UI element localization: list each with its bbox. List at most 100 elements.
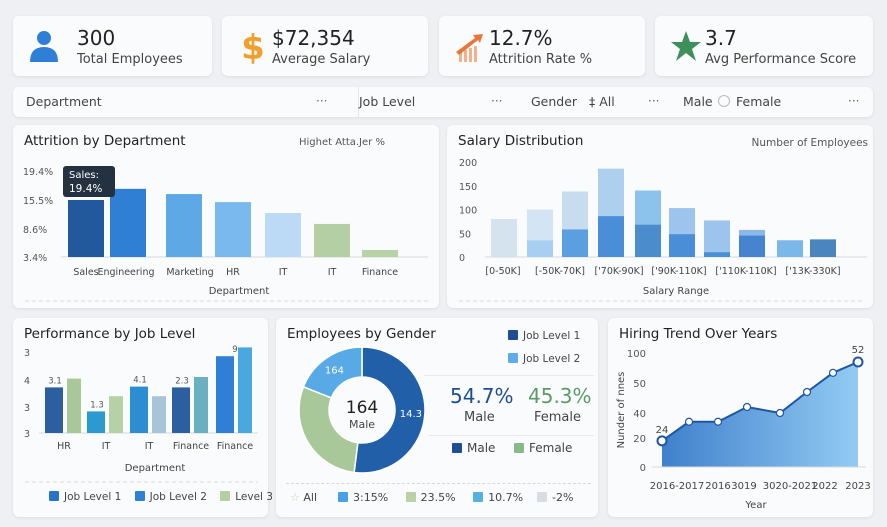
- bar-segment: [669, 234, 695, 257]
- panel-title: Salary Distribution: [458, 133, 584, 149]
- y-tick-label: 8.6%: [23, 225, 47, 236]
- x-tick-label: Marketing: [166, 267, 213, 278]
- kpi-value: 300: [77, 26, 116, 50]
- legend-item: Job Level 1: [49, 491, 121, 503]
- data-point: [742, 402, 752, 412]
- gender-more-button[interactable]: ···: [648, 94, 660, 108]
- data-label: 52: [852, 345, 865, 356]
- svg-text:$: $: [241, 28, 265, 68]
- x-tick-label: Engineering: [98, 267, 155, 278]
- data-label: 4.1: [133, 376, 147, 386]
- female-option[interactable]: Female: [718, 87, 781, 117]
- bar-job-level-2: [194, 377, 208, 433]
- data-label: 1.3: [90, 400, 104, 410]
- kpi-label: Attrition Rate %: [489, 52, 593, 67]
- gender-filter-value[interactable]: ‡ All: [589, 87, 615, 117]
- donut-slice: [302, 346, 363, 399]
- bar-segment: [635, 224, 661, 257]
- legend-item: 3:15%: [338, 491, 388, 504]
- bar: [110, 188, 146, 257]
- x-tick-label: 2023: [845, 481, 870, 492]
- panel-title: Employees by Gender: [287, 326, 436, 342]
- data-point: [713, 417, 723, 426]
- male-label: Male: [464, 410, 495, 425]
- bar: [314, 223, 350, 257]
- performance-chart: 3 4 3 3 3.1 HR 1.3 IT 4.1 IT 2.3 Finance 9 Finance Dep…: [24, 345, 258, 483]
- legend-item: -2%: [537, 491, 573, 504]
- gender-panel: Employees by Gender Job Level 1 Job Leve…: [276, 318, 598, 517]
- filter-bar: Department ··· Job Level ··· Gender ‡ Al…: [13, 87, 873, 117]
- legend-item: Level 3: [220, 491, 273, 503]
- data-point: [684, 417, 694, 426]
- bar-job-level-2: [152, 396, 166, 433]
- tooltip: [63, 166, 115, 197]
- x-tick-label: 3020-2021: [763, 481, 818, 492]
- x-tick-label: IT: [102, 441, 111, 452]
- bar: [362, 250, 398, 257]
- bar-job-level-1: [87, 411, 105, 433]
- data-point: [802, 387, 812, 397]
- kpi-value: $72,354: [272, 26, 355, 50]
- x-tick-label: HR: [226, 267, 240, 278]
- data-label: 2.3: [175, 376, 189, 386]
- x-tick-label: 2022: [812, 481, 837, 492]
- y-tick-label: 0: [640, 463, 646, 474]
- bar-job-level-1: [45, 387, 63, 433]
- tooltip-value: 19.4%: [69, 183, 102, 195]
- panel-subtitle: Number of Employees: [751, 137, 868, 149]
- female-percentage: 45.3%: [528, 384, 592, 408]
- bar-segment: [777, 240, 803, 257]
- y-tick-label: 4: [24, 376, 30, 387]
- tooltip-label: Sales:: [69, 170, 99, 181]
- bar-job-level-2: [67, 378, 81, 433]
- x-tick-label: [0-50K]: [485, 266, 520, 277]
- trend-up-icon: [456, 34, 483, 62]
- x-axis-title: Department: [209, 286, 270, 297]
- bar: [265, 213, 301, 257]
- y-tick-label: 3: [24, 403, 30, 414]
- bar-segment: [562, 229, 588, 257]
- trend-line: [661, 361, 859, 442]
- kpi-attrition-rate: 12.7% Attrition Rate %: [439, 16, 645, 76]
- salary-chart: 0 50 100 150 200 [0-50K] [-50K-70K] ['70K-90K] […: [459, 158, 867, 302]
- y-tick-label: 200: [459, 158, 477, 169]
- y-tick-label: 50: [633, 379, 646, 390]
- panel-title: Hiring Trend Over Years: [619, 326, 778, 342]
- y-tick-label: 0: [459, 253, 465, 264]
- job-level-more-button[interactable]: ···: [491, 94, 503, 108]
- radio-icon[interactable]: [718, 95, 730, 107]
- performance-legend: Job Level 1 Job Level 2 Level 3: [49, 491, 273, 503]
- y-axis-title: Nunder of nnes: [616, 372, 627, 449]
- x-axis-title: Department: [125, 463, 186, 474]
- x-tick-label: IT: [279, 267, 288, 278]
- legend-item-all[interactable]: ☆ All: [290, 491, 318, 504]
- department-filter[interactable]: Department: [26, 94, 102, 109]
- legend-item: Job Level 1: [508, 330, 580, 342]
- gender-options-more-button[interactable]: ···: [848, 94, 860, 108]
- x-tick-label: ['70K-90K]: [594, 266, 643, 277]
- x-tick-label: ['13K-330K]: [785, 266, 840, 277]
- star-icon: [671, 31, 701, 61]
- area-fill: [662, 362, 858, 467]
- job-level-filter[interactable]: Job Level: [358, 87, 415, 117]
- department-more-button[interactable]: ···: [316, 94, 328, 108]
- y-tick-label: 50: [459, 229, 471, 240]
- dollar-icon: $: [241, 28, 265, 68]
- x-axis-title: Year: [744, 500, 767, 511]
- donut-center-label: Male: [349, 418, 375, 431]
- y-tick-label: 40: [633, 409, 646, 420]
- male-option[interactable]: Male: [683, 94, 713, 109]
- bar: [166, 194, 202, 257]
- panel-title: Attrition by Department: [24, 133, 186, 149]
- y-tick-label: 3.4%: [23, 253, 47, 264]
- x-tick-label: [-50K-70K]: [535, 266, 585, 277]
- kpi-total-employees: 300 Total Employees: [13, 16, 212, 76]
- x-axis-title: Salary Range: [643, 286, 709, 297]
- legend-item: Job Level 2: [508, 353, 580, 365]
- y-tick-label: 20: [633, 434, 646, 445]
- x-tick-label: HR: [57, 441, 71, 452]
- bar-segment: [739, 235, 765, 257]
- donut-center-value: 164: [346, 398, 378, 418]
- x-tick-label: Sales: [73, 267, 98, 278]
- bar-segment: [527, 240, 553, 257]
